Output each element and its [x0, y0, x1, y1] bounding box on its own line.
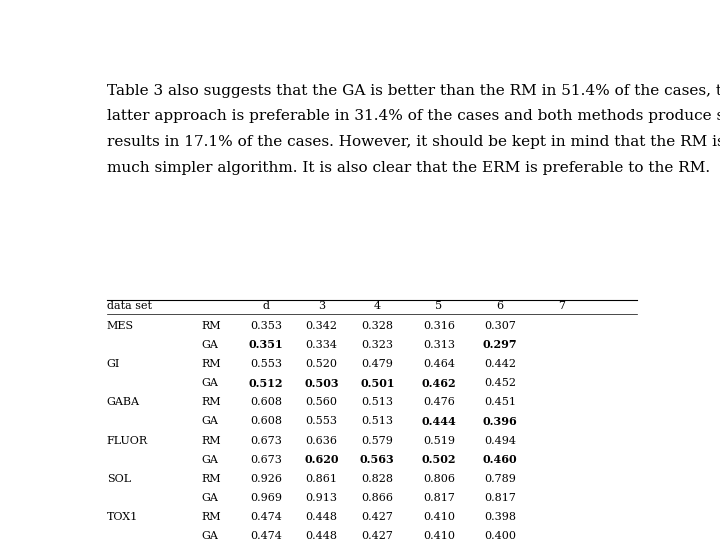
Text: GA: GA: [202, 531, 218, 540]
Text: results in 17.1% of the cases. However, it should be kept in mind that the RM is: results in 17.1% of the cases. However, …: [107, 135, 720, 149]
Text: 0.513: 0.513: [361, 416, 393, 427]
Text: 0.474: 0.474: [250, 512, 282, 522]
Text: 0.501: 0.501: [360, 377, 395, 389]
Text: 0.494: 0.494: [484, 436, 516, 446]
Text: RM: RM: [202, 359, 221, 369]
Text: 0.520: 0.520: [305, 359, 338, 369]
Text: latter approach is preferable in 31.4% of the cases and both methods produce sim: latter approach is preferable in 31.4% o…: [107, 109, 720, 123]
Text: 0.502: 0.502: [421, 454, 456, 465]
Text: 0.410: 0.410: [423, 531, 455, 540]
Text: 0.620: 0.620: [305, 454, 339, 465]
Text: 0.866: 0.866: [361, 493, 393, 503]
Text: RM: RM: [202, 474, 221, 484]
Text: 6: 6: [497, 301, 504, 311]
Text: 0.316: 0.316: [423, 321, 455, 331]
Text: 0.396: 0.396: [482, 416, 518, 427]
Text: 0.476: 0.476: [423, 397, 455, 407]
Text: 0.513: 0.513: [361, 397, 393, 407]
Text: GA: GA: [202, 416, 218, 427]
Text: 0.462: 0.462: [421, 377, 456, 389]
Text: 0.323: 0.323: [361, 340, 393, 350]
Text: 0.563: 0.563: [360, 454, 395, 465]
Text: 0.828: 0.828: [361, 474, 393, 484]
Text: 0.400: 0.400: [484, 531, 516, 540]
Text: 0.427: 0.427: [361, 531, 393, 540]
Text: 0.926: 0.926: [250, 474, 282, 484]
Text: 0.608: 0.608: [250, 416, 282, 427]
Text: d: d: [262, 301, 269, 311]
Text: 0.673: 0.673: [250, 455, 282, 464]
Text: 0.553: 0.553: [250, 359, 282, 369]
Text: 5: 5: [435, 301, 442, 311]
Text: 0.460: 0.460: [483, 454, 518, 465]
Text: FLUOR: FLUOR: [107, 436, 148, 446]
Text: 0.328: 0.328: [361, 321, 393, 331]
Text: 0.342: 0.342: [305, 321, 338, 331]
Text: 0.512: 0.512: [248, 377, 283, 389]
Text: 0.464: 0.464: [423, 359, 455, 369]
Text: 3: 3: [318, 301, 325, 311]
Text: 0.553: 0.553: [305, 416, 338, 427]
Text: 0.673: 0.673: [250, 436, 282, 446]
Text: GABA: GABA: [107, 397, 140, 407]
Text: SOL: SOL: [107, 474, 131, 484]
Text: data set: data set: [107, 301, 152, 311]
Text: 0.297: 0.297: [483, 339, 518, 350]
Text: 0.969: 0.969: [250, 493, 282, 503]
Text: 0.817: 0.817: [423, 493, 455, 503]
Text: GA: GA: [202, 455, 218, 464]
Text: 0.861: 0.861: [305, 474, 338, 484]
Text: 0.789: 0.789: [484, 474, 516, 484]
Text: MES: MES: [107, 321, 134, 331]
Text: 0.351: 0.351: [248, 339, 283, 350]
Text: TOX1: TOX1: [107, 512, 138, 522]
Text: GI: GI: [107, 359, 120, 369]
Text: 0.560: 0.560: [305, 397, 338, 407]
Text: 0.452: 0.452: [484, 378, 516, 388]
Text: 0.353: 0.353: [250, 321, 282, 331]
Text: 0.451: 0.451: [484, 397, 516, 407]
Text: GA: GA: [202, 493, 218, 503]
Text: 0.307: 0.307: [484, 321, 516, 331]
Text: 0.398: 0.398: [484, 512, 516, 522]
Text: 0.448: 0.448: [305, 531, 338, 540]
Text: RM: RM: [202, 397, 221, 407]
Text: 7: 7: [558, 301, 565, 311]
Text: RM: RM: [202, 321, 221, 331]
Text: 4: 4: [374, 301, 381, 311]
Text: 0.806: 0.806: [423, 474, 455, 484]
Text: 0.817: 0.817: [484, 493, 516, 503]
Text: RM: RM: [202, 512, 221, 522]
Text: 0.334: 0.334: [305, 340, 338, 350]
Text: GA: GA: [202, 378, 218, 388]
Text: Table 3 also suggests that the GA is better than the RM in 51.4% of the cases, t: Table 3 also suggests that the GA is bet…: [107, 84, 720, 98]
Text: 0.313: 0.313: [423, 340, 455, 350]
Text: 0.519: 0.519: [423, 436, 455, 446]
Text: 0.442: 0.442: [484, 359, 516, 369]
Text: 0.579: 0.579: [361, 436, 393, 446]
Text: 0.474: 0.474: [250, 531, 282, 540]
Text: 0.608: 0.608: [250, 397, 282, 407]
Text: 0.503: 0.503: [305, 377, 339, 389]
Text: 0.479: 0.479: [361, 359, 393, 369]
Text: much simpler algorithm. It is also clear that the ERM is preferable to the RM.: much simpler algorithm. It is also clear…: [107, 161, 710, 175]
Text: GA: GA: [202, 340, 218, 350]
Text: 0.427: 0.427: [361, 512, 393, 522]
Text: 0.444: 0.444: [421, 416, 456, 427]
Text: 0.913: 0.913: [305, 493, 338, 503]
Text: 0.636: 0.636: [305, 436, 338, 446]
Text: RM: RM: [202, 436, 221, 446]
Text: 0.410: 0.410: [423, 512, 455, 522]
Text: 0.448: 0.448: [305, 512, 338, 522]
